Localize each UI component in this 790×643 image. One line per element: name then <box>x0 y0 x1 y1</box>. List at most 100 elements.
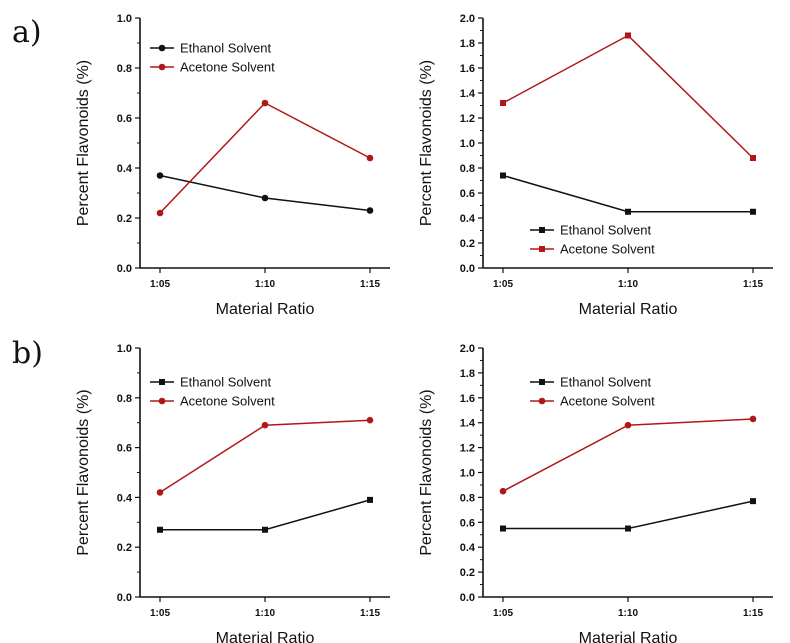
legend-label: Acetone Solvent <box>180 394 275 409</box>
data-point <box>156 172 164 179</box>
legend-label: Ethanol Solvent <box>560 223 651 238</box>
data-point <box>625 208 631 215</box>
y-tick-label: 0.0 <box>117 592 132 604</box>
y-axis-label: Percent Flavonoids (%) <box>418 60 435 226</box>
y-tick-label: 0.0 <box>117 263 132 275</box>
x-tick-label: 1:10 <box>255 279 275 290</box>
chart-4: 0.0 0.2 0.4 0.6 0.8 1.0 1.2 1.4 1.6 1.8 2.0 1:05 1:1… <box>418 343 773 643</box>
legend-marker <box>539 246 545 252</box>
y-tick-label: 2.0 <box>460 343 475 355</box>
y-tick-label: 0.2 <box>117 213 132 225</box>
x-tick-label: 1:15 <box>360 279 380 290</box>
data-point <box>624 421 632 429</box>
data-point <box>261 194 269 202</box>
data-point <box>366 154 374 162</box>
legend-marker <box>538 397 546 405</box>
chart-1: 0.0 0.2 0.4 0.6 0.8 1.0 1:05 1:10 1:15 Material R… <box>75 13 390 318</box>
panel-label-b: b) <box>12 336 43 371</box>
x-tick-label: 1:05 <box>493 279 513 290</box>
y-tick-label: 0.0 <box>460 592 475 604</box>
y-tick-label: 1.4 <box>460 88 476 100</box>
x-axis-label: Material Ratio <box>579 301 678 318</box>
x-axis-label: Material Ratio <box>579 630 678 643</box>
legend-marker <box>539 227 545 233</box>
legend-marker <box>158 63 166 71</box>
y-tick-label: 0.2 <box>460 567 475 579</box>
data-point <box>625 32 631 39</box>
y-axis-label: Percent Flavonoids (%) <box>418 389 435 555</box>
series-line-ethanol <box>502 174 753 213</box>
data-point <box>366 416 374 424</box>
data-point <box>750 208 756 215</box>
data-point <box>750 498 756 505</box>
x-tick-label: 1:05 <box>493 608 513 619</box>
x-tick-label: 1:10 <box>618 608 638 619</box>
x-tick-label: 1:15 <box>743 279 763 290</box>
legend-label: Ethanol Solvent <box>560 375 651 390</box>
y-tick-label: 1.0 <box>460 138 475 150</box>
data-point <box>261 421 269 429</box>
series-line-ethanol <box>503 500 754 530</box>
y-tick-label: 0.6 <box>460 188 475 200</box>
y-tick-label: 1.4 <box>460 418 476 430</box>
x-tick-label: 1:15 <box>360 608 380 619</box>
data-point <box>749 415 757 423</box>
data-point <box>500 525 506 532</box>
y-tick-label: 0.8 <box>117 63 132 75</box>
x-axis-label: Material Ratio <box>216 630 315 643</box>
x-tick-label: 1:05 <box>150 608 170 619</box>
legend-marker <box>159 379 165 385</box>
data-point <box>157 526 163 533</box>
legend-label: Acetone Solvent <box>560 394 655 409</box>
y-tick-label: 1.2 <box>460 113 475 125</box>
series-line-ethanol <box>160 499 371 531</box>
data-point <box>156 209 164 217</box>
legend-label: Ethanol Solvent <box>180 375 271 390</box>
chart-2: 0.0 0.2 0.4 0.6 0.8 1.0 1.2 1.4 1.6 1.8 2.0 1:05 1:1… <box>418 13 773 318</box>
legend-label: Ethanol Solvent <box>180 41 271 56</box>
y-tick-label: 0.2 <box>460 238 475 250</box>
y-tick-label: 1.2 <box>460 443 475 455</box>
x-tick-label: 1:10 <box>618 279 638 290</box>
y-tick-label: 0.6 <box>117 443 132 455</box>
legend-marker <box>539 379 545 385</box>
y-tick-label: 0.6 <box>460 517 475 529</box>
legend-label: Acetone Solvent <box>560 242 655 257</box>
y-tick-label: 1.8 <box>460 38 475 50</box>
data-point <box>499 487 507 495</box>
legend-marker <box>158 44 166 52</box>
legend-marker <box>158 397 166 405</box>
y-tick-label: 0.0 <box>460 263 475 275</box>
y-tick-label: 0.4 <box>117 163 133 175</box>
y-tick-label: 0.8 <box>117 393 132 405</box>
series-line-acetone <box>502 34 754 159</box>
y-axis-label: Percent Flavonoids (%) <box>75 389 92 555</box>
y-tick-label: 1.0 <box>117 13 132 25</box>
y-tick-label: 1.0 <box>117 343 132 355</box>
y-tick-label: 0.6 <box>117 113 132 125</box>
x-tick-label: 1:10 <box>255 608 275 619</box>
x-tick-label: 1:15 <box>743 608 763 619</box>
y-tick-label: 0.8 <box>460 492 475 504</box>
data-point <box>750 155 756 161</box>
data-point <box>500 172 506 179</box>
data-point <box>156 489 164 496</box>
y-tick-label: 0.4 <box>460 542 476 554</box>
chart-3: 0.0 0.2 0.4 0.6 0.8 1.0 1:05 1:10 1:15 Material R… <box>75 343 390 643</box>
charts-group: 0.0 0.2 0.4 0.6 0.8 1.0 1:05 1:10 1:15 Material R… <box>75 13 773 643</box>
y-tick-label: 1.8 <box>460 368 475 380</box>
series-line-acetone <box>159 419 371 494</box>
data-point <box>367 496 373 503</box>
y-tick-label: 0.2 <box>117 542 132 554</box>
data-point <box>625 525 631 532</box>
y-tick-label: 1.6 <box>460 393 475 405</box>
data-point <box>500 100 506 106</box>
x-tick-label: 1:05 <box>150 279 170 290</box>
data-point <box>262 526 268 533</box>
data-point <box>366 207 374 214</box>
series-line-acetone <box>502 418 754 492</box>
y-tick-label: 0.4 <box>117 492 133 504</box>
y-tick-label: 0.8 <box>460 163 475 175</box>
panel-label-a: a) <box>12 15 42 50</box>
